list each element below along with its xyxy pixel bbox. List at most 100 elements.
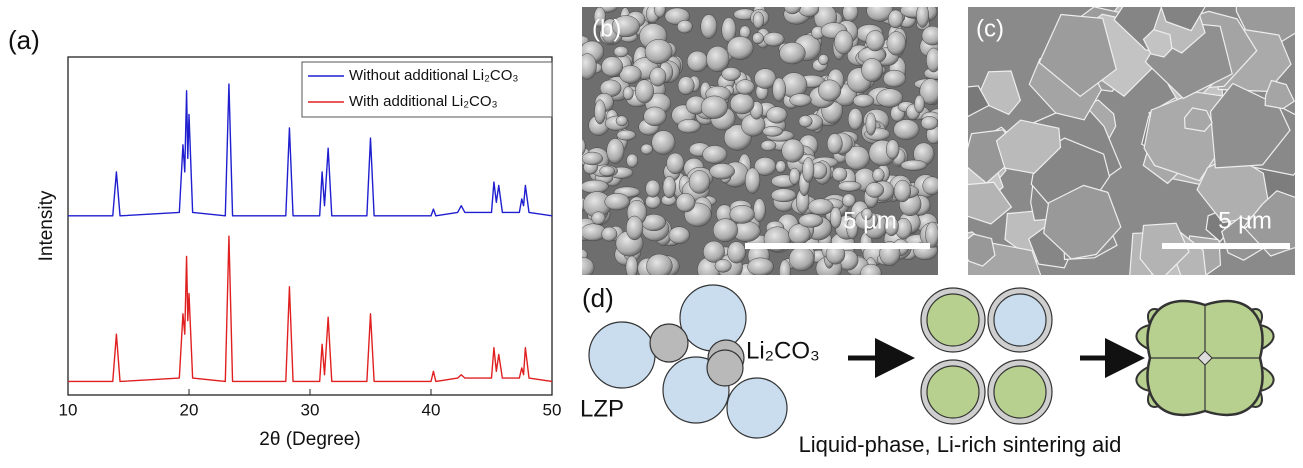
grain [641, 144, 653, 154]
x-tick-label: 30 [301, 400, 320, 419]
grain [838, 181, 861, 191]
grain [883, 70, 905, 87]
grain [771, 189, 796, 202]
grain [866, 113, 876, 135]
grain [582, 152, 603, 165]
grain [862, 58, 883, 81]
grain [827, 133, 842, 153]
lzp-particle [994, 294, 1046, 346]
grain [926, 48, 941, 72]
grain [834, 30, 853, 54]
lzp-particle [927, 294, 979, 346]
grain [888, 10, 903, 28]
legend-label: Without additional Li₂CO₃ [349, 67, 519, 84]
grain [730, 205, 755, 223]
figure: (a) 10203040502θ (Degree)IntensityWithou… [0, 0, 1303, 463]
grain [727, 36, 753, 59]
grain [832, 167, 847, 181]
grain [887, 32, 906, 56]
grain [600, 166, 615, 176]
grain [748, 258, 774, 276]
grain [922, 26, 943, 45]
grain [715, 259, 732, 272]
grain [790, 94, 812, 107]
grain [616, 116, 627, 126]
grain [752, 33, 763, 44]
scale-label: 5 µm [1218, 207, 1272, 234]
panel-label: (b) [592, 15, 621, 42]
grain [901, 160, 927, 170]
grain [799, 115, 812, 127]
x-tick-label: 20 [180, 400, 199, 419]
grain [779, 42, 805, 64]
grain [818, 54, 828, 65]
x-axis-label: 2θ (Degree) [259, 429, 360, 450]
grain [866, 30, 885, 51]
grain [767, 107, 788, 124]
grain [646, 254, 672, 278]
grain [853, 94, 874, 107]
grain [710, 163, 735, 179]
x-tick-label: 40 [422, 400, 441, 419]
sintered-particles [1136, 301, 1273, 415]
grain [645, 39, 672, 63]
grain [779, 260, 790, 283]
grain [701, 96, 728, 119]
grain [727, 242, 745, 264]
grain [842, 194, 855, 207]
grain [678, 76, 694, 94]
grain [916, 4, 928, 28]
x-tick-label: 50 [543, 400, 562, 419]
caption: Liquid-phase, Li-rich sintering aid [799, 432, 1122, 457]
y-axis-label: Intensity [36, 190, 57, 261]
grain [764, 32, 784, 46]
lzp-particle [680, 285, 746, 351]
grain [818, 80, 841, 101]
grain [713, 219, 738, 242]
grain [921, 116, 938, 129]
grain [592, 212, 606, 225]
li2co3-particle [707, 350, 743, 386]
grain [789, 168, 800, 185]
grain [894, 119, 920, 139]
grain [607, 138, 624, 163]
grain [848, 108, 862, 130]
grain [730, 93, 754, 114]
li2co3-label: Li₂CO₃ [746, 337, 820, 364]
grain [802, 157, 813, 182]
lzp-particle [927, 366, 979, 418]
grain [706, 46, 729, 72]
lzp-particle [994, 366, 1046, 418]
grain [753, 199, 765, 222]
grain [646, 180, 660, 197]
grain [860, 264, 881, 283]
grain [626, 154, 637, 167]
grain [689, 170, 710, 193]
grain [650, 67, 666, 86]
grain [626, 216, 643, 240]
grain [644, 107, 667, 126]
grain [581, 180, 609, 193]
panel-label: (c) [976, 15, 1004, 42]
grain [601, 57, 622, 77]
grain [687, 51, 708, 72]
grain [773, 78, 786, 102]
grain [703, 145, 727, 163]
grain [784, 0, 801, 14]
scale-label: 5 µm [843, 207, 897, 234]
grain [923, 177, 941, 195]
grain [570, 257, 594, 278]
grain [914, 95, 924, 113]
grain [617, 130, 636, 140]
grain [663, 176, 676, 198]
grain [652, 131, 675, 155]
series-line [68, 236, 552, 381]
grain [677, 20, 692, 33]
grain [843, 3, 858, 22]
panel-label: (a) [8, 25, 40, 55]
grain [605, 193, 630, 210]
grain [635, 80, 653, 103]
grain [753, 12, 764, 29]
coated-particles [921, 288, 1052, 424]
